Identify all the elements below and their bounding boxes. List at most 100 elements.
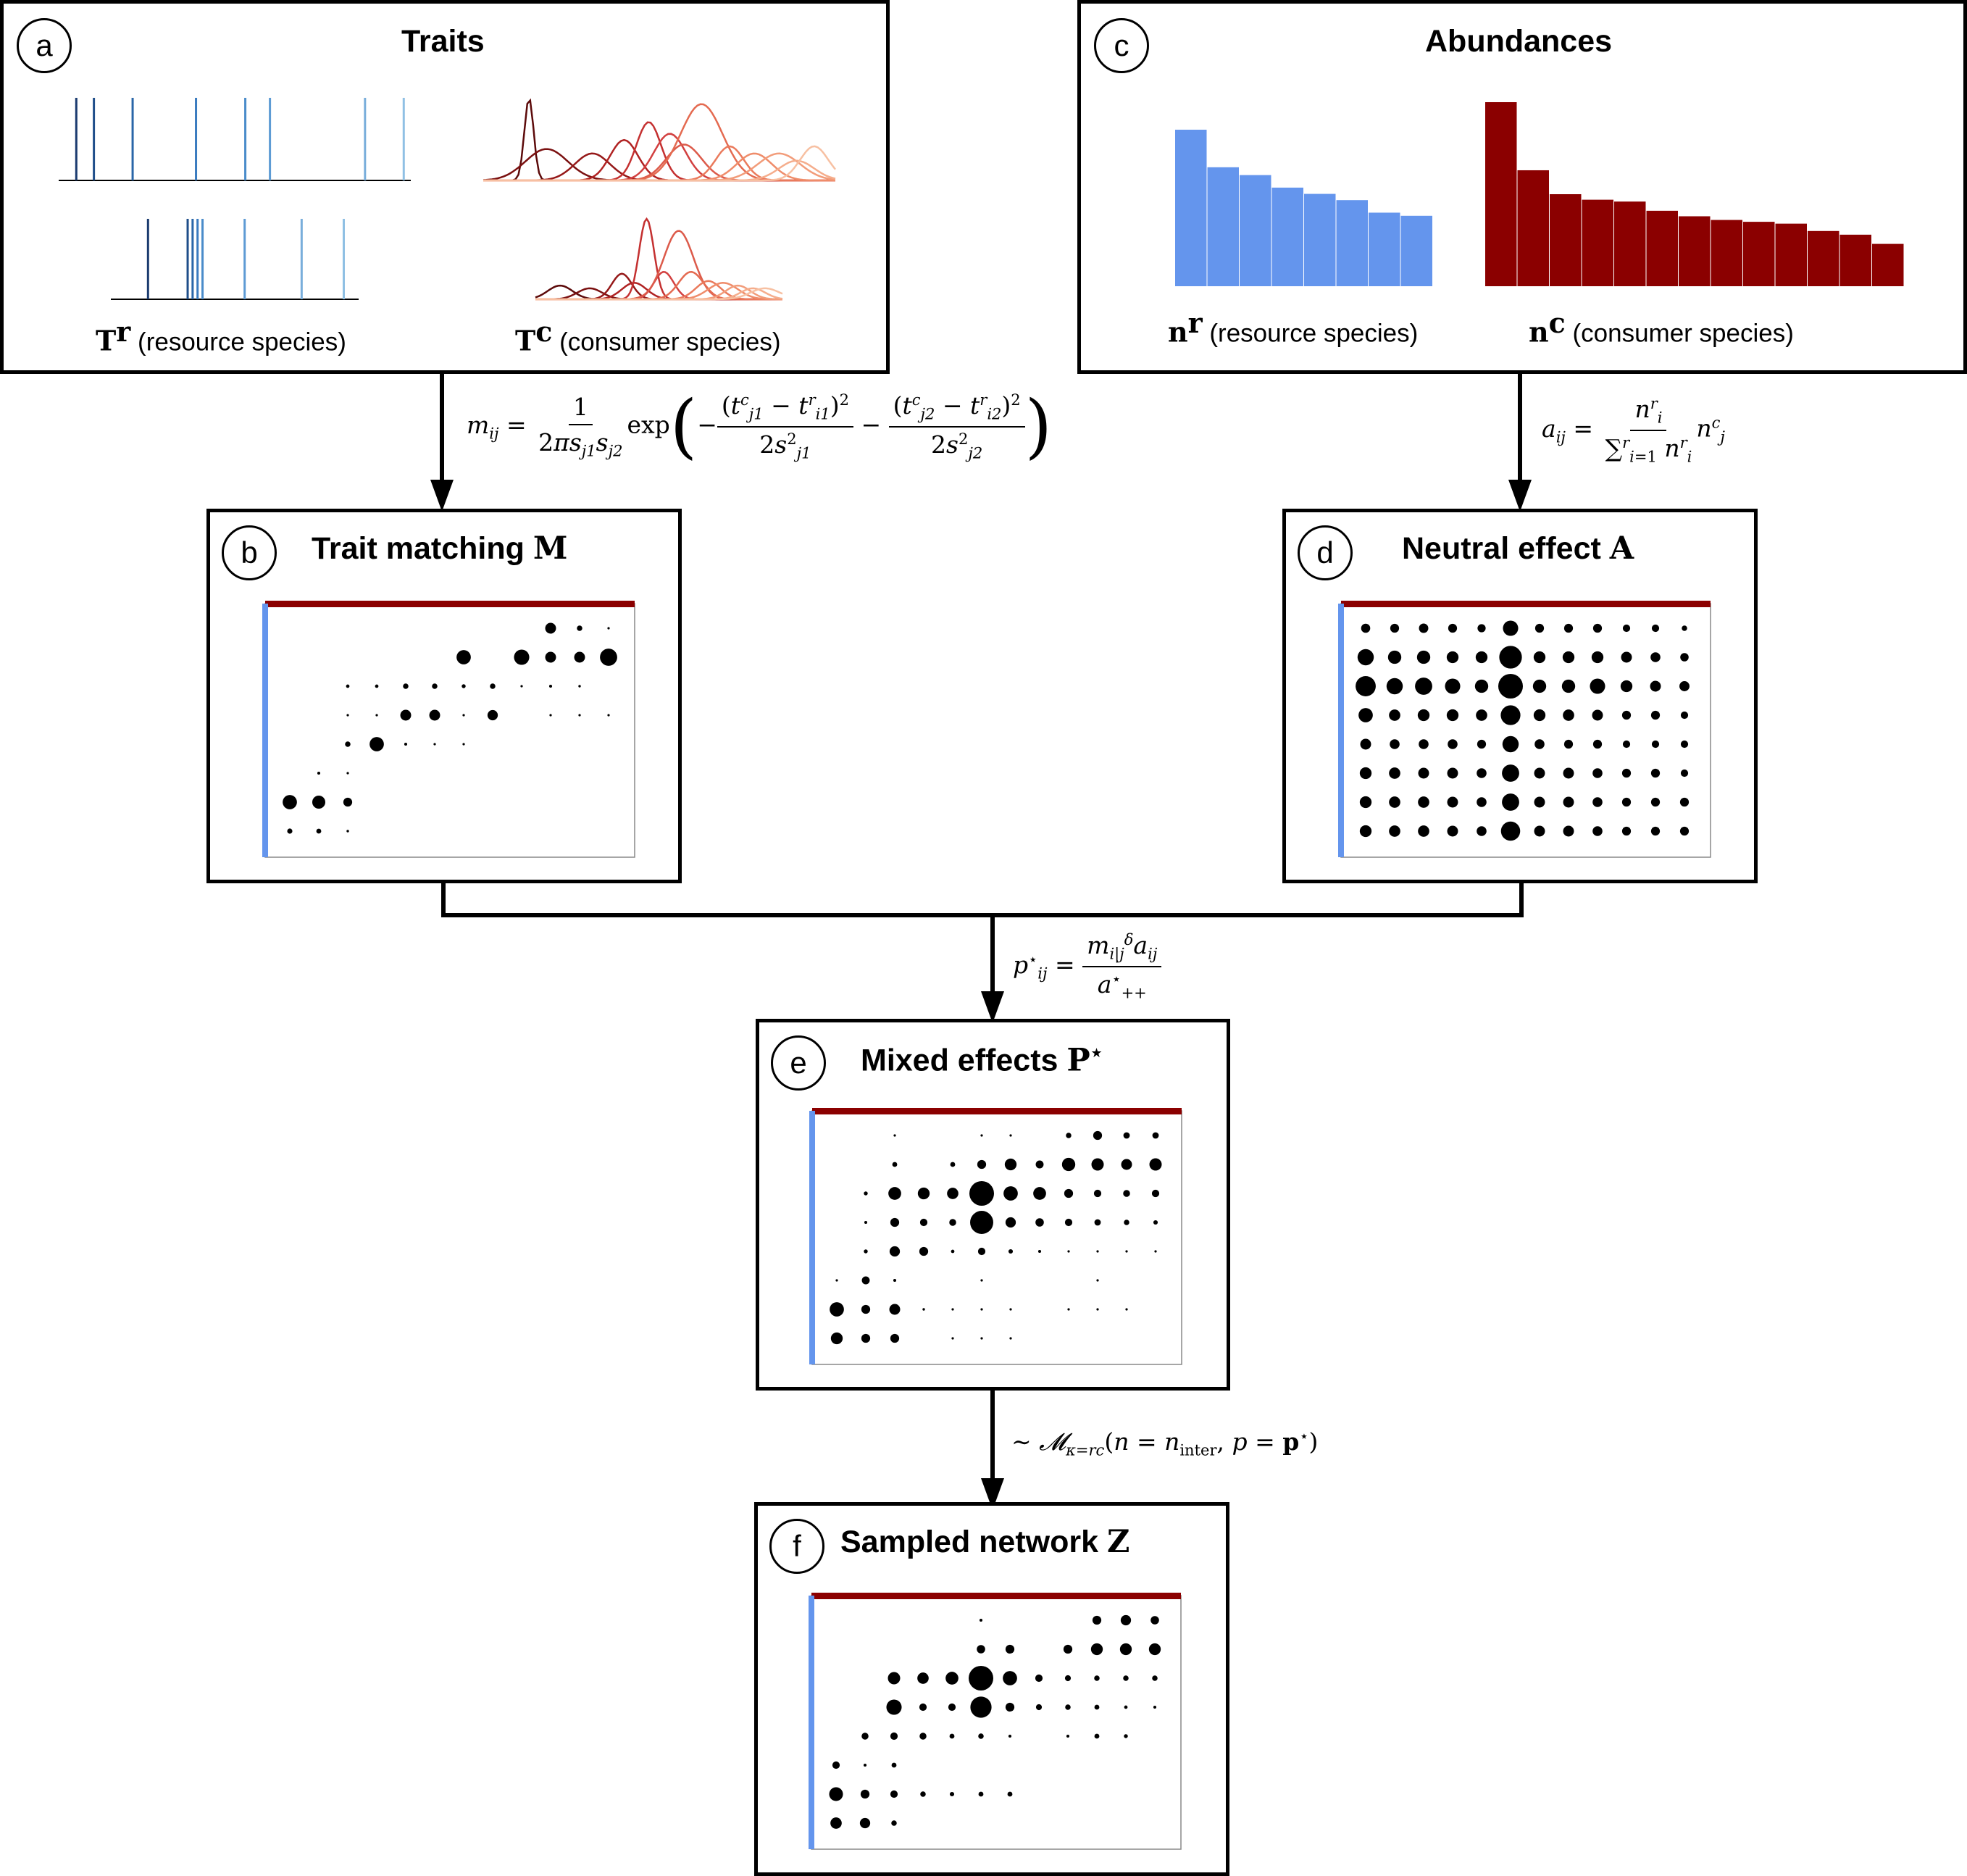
matrix-cell-4-6	[1008, 1248, 1014, 1254]
matrix-cell-0-11	[1152, 1132, 1159, 1139]
matrix-cell-2-5	[969, 1181, 994, 1206]
consumer-abundance-caption: nc (consumer species)	[1529, 307, 1794, 349]
matrix-cell-1-7	[1035, 1160, 1044, 1169]
matrix-cell-4-1	[861, 1733, 869, 1740]
matrix-cell-1-0	[1357, 649, 1374, 666]
matrix-cell-1-9	[1091, 1158, 1104, 1171]
resource-axis-bar	[809, 1111, 815, 1364]
matrix-cell-2-10	[1650, 680, 1661, 692]
matrix-cell-4-3	[919, 1246, 929, 1256]
matrix-cell-0-6	[1534, 623, 1545, 633]
matrix-cell-5-5	[980, 1279, 983, 1282]
matrix-cell-4-9	[1622, 740, 1631, 749]
matrix-cell-0-5	[979, 1618, 983, 1622]
matrix-cell-3-10	[1124, 1705, 1128, 1709]
consumer-axis-bar	[812, 1108, 1182, 1114]
matrix-cell-4-5	[1502, 735, 1519, 753]
matrix-cell-2-5	[1498, 674, 1523, 699]
consumer-abundance-bar-10	[1808, 230, 1839, 286]
matrix-cell-7-0	[1359, 825, 1372, 838]
consumer-abundance-bar-0	[1485, 102, 1517, 286]
matrix-cell-1-11	[1680, 653, 1689, 662]
matrix-cell-1-6	[1533, 651, 1546, 664]
panel-sampled-network: f Sampled network Z	[754, 1502, 1229, 1876]
matrix-cell-7-4	[951, 1337, 954, 1340]
matrix-cell-2-7	[1033, 1187, 1046, 1200]
matrix-cell-2-3	[375, 684, 379, 688]
consumer-trait-2-curve-6	[535, 230, 782, 301]
matrix-cell-4-5	[433, 743, 436, 746]
mixed-effects-matrix	[809, 1108, 1182, 1365]
matrix-cell-2-11	[1679, 681, 1690, 691]
matrix-cell-0-8	[1592, 623, 1603, 633]
matrix-cell-5-5	[1502, 764, 1519, 782]
consumer-abundance-bar-4	[1614, 201, 1646, 286]
consumer-abundance-bar-6	[1679, 216, 1711, 286]
matrix-cell-2-9	[1093, 1189, 1102, 1198]
matrix-cell-4-2	[1419, 739, 1429, 749]
resource-axis-bar	[809, 1596, 814, 1849]
consumer-abundance-bar-11	[1839, 234, 1871, 286]
matrix-cell-5-10	[1650, 768, 1661, 778]
panel-trait-matching: b Trait matching M	[206, 509, 682, 883]
matrix-cell-6-1	[861, 1304, 871, 1314]
matrix-cell-6-6	[1534, 796, 1545, 808]
matrix-cell-6-4	[949, 1791, 955, 1797]
matrix-cell-2-7	[490, 683, 496, 689]
matrix-cell-1-8	[1061, 1157, 1076, 1172]
resource-abundance-bar-5	[1336, 200, 1368, 286]
matrix-cell-5-9	[1096, 1279, 1099, 1282]
sampled-network-matrix	[809, 1593, 1182, 1850]
matrix-cell-7-2	[890, 1333, 900, 1343]
matrix-cell-3-9	[549, 714, 552, 717]
matrix-cell-4-1	[1390, 739, 1400, 749]
matrix-cell-4-10	[1651, 740, 1660, 749]
matrix-cell-6-3	[920, 1791, 926, 1797]
matrix-cell-3-10	[1124, 1220, 1129, 1225]
consumer-abundance-bar-12	[1872, 243, 1904, 286]
matrix-cell-6-0	[283, 795, 297, 809]
mixed-effect-equation: p⋆ij = mi|jδaij a⋆++	[1013, 931, 1162, 1001]
matrix-cell-7-2	[1418, 825, 1429, 837]
matrix-cell-0-8	[1066, 1133, 1072, 1138]
matrix-cell-7-6	[1009, 1337, 1012, 1340]
matrix-cell-5-4	[1477, 768, 1487, 778]
resource-abundance-bar-4	[1304, 193, 1336, 286]
panel-f-title: Sampled network Z	[840, 1524, 1130, 1560]
matrix-cell-3-7	[1035, 1218, 1044, 1227]
matrix-cell-7-8	[1592, 826, 1603, 836]
consumer-abundance-bar-5	[1646, 210, 1678, 286]
matrix-cell-3-4	[949, 1219, 956, 1226]
panel-e-title: Mixed effects P⋆	[861, 1041, 1103, 1079]
matrix-cell-2-8	[520, 685, 523, 688]
matrix-cell-3-3	[1446, 709, 1459, 722]
matrix-cell-5-1	[861, 1276, 870, 1285]
matrix-cell-5-9	[1621, 768, 1632, 778]
matrix-cell-6-1	[1389, 796, 1400, 808]
matrix-cell-2-8	[1590, 678, 1605, 694]
matrix-cell-3-2	[890, 1217, 900, 1227]
matrix-cell-6-8	[1067, 1308, 1070, 1311]
matrix-cell-4-10	[1125, 1250, 1128, 1253]
matrix-cell-3-11	[1153, 1220, 1158, 1225]
matrix-cell-2-10	[1123, 1675, 1129, 1681]
resource-axis-bar	[262, 604, 268, 857]
matrix-cell-0-11	[1682, 625, 1687, 631]
matrix-cell-0-11	[1150, 1616, 1159, 1625]
matrix-cell-1-6	[1005, 1644, 1015, 1654]
matrix-cell-4-9	[1096, 1250, 1099, 1253]
matrix-cell-2-7	[1035, 1674, 1043, 1683]
matrix-cell-6-0	[830, 1302, 844, 1317]
matrix-cell-7-10	[1650, 826, 1661, 836]
matrix-cell-3-4	[1476, 709, 1487, 721]
matrix-cell-2-2	[888, 1187, 901, 1200]
matrix-cell-1-8	[1591, 651, 1604, 664]
matrix-cell-4-2	[890, 1732, 898, 1740]
panel-abundances: c Abundances nr (resource species) nc (c…	[1077, 0, 1967, 374]
matrix-frame	[264, 603, 635, 858]
matrix-cell-4-11	[1680, 740, 1689, 749]
trait-matching-equation: mij = 1 2πsj1sj2 exp(− (tcj1 − tri1)2 2s2j1 …	[467, 385, 1053, 467]
matrix-cell-0-5	[1503, 620, 1519, 636]
matrix-cell-1-5	[977, 1159, 987, 1170]
